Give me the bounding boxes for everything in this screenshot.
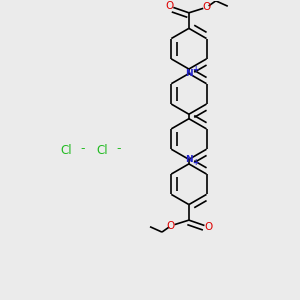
Text: -: -	[80, 142, 85, 155]
Text: O: O	[166, 1, 174, 11]
Text: -: -	[116, 142, 121, 155]
Text: N: N	[185, 69, 193, 78]
Text: +: +	[192, 158, 199, 167]
Text: O: O	[203, 2, 211, 12]
Text: O: O	[204, 222, 212, 232]
Text: N: N	[185, 155, 193, 164]
Text: +: +	[192, 65, 199, 74]
Text: Cl: Cl	[96, 144, 108, 157]
Text: O: O	[167, 221, 175, 231]
Text: Cl: Cl	[60, 144, 72, 157]
